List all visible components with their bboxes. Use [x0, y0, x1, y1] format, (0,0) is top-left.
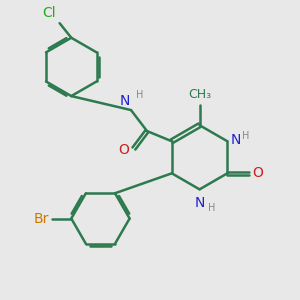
Text: CH₃: CH₃ — [188, 88, 211, 101]
Text: N: N — [194, 196, 205, 210]
Text: N: N — [119, 94, 130, 108]
Text: Br: Br — [34, 212, 49, 226]
Text: H: H — [242, 131, 250, 141]
Text: N: N — [231, 133, 241, 147]
Text: O: O — [253, 166, 264, 180]
Text: Cl: Cl — [43, 6, 56, 20]
Text: H: H — [208, 203, 216, 213]
Text: O: O — [118, 143, 129, 157]
Text: H: H — [136, 90, 144, 100]
